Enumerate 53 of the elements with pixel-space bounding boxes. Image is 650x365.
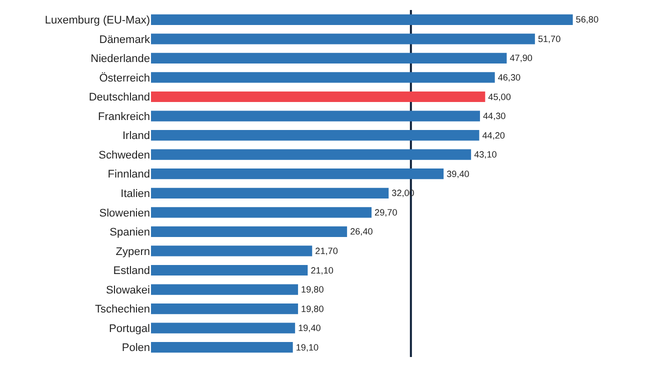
data-label: 44,30: [482, 111, 506, 122]
y-tick-label: Schweden: [98, 149, 150, 162]
bar: [151, 130, 480, 141]
data-label: 44,20: [482, 130, 505, 140]
data-label: 19,10: [296, 342, 319, 352]
data-label: 43,10: [474, 150, 497, 160]
y-tick-label: Deutschland: [88, 92, 150, 104]
y-tick-label: Tschechien: [94, 304, 150, 316]
y-tick-label: Portugal: [109, 322, 150, 335]
data-label: 19,40: [298, 323, 321, 334]
bar: [151, 149, 472, 160]
bar: [151, 246, 312, 256]
bar: [151, 34, 535, 44]
y-tick-label: Österreich: [99, 71, 150, 84]
data-label: 51,70: [538, 34, 561, 44]
data-label: 21,10: [310, 265, 334, 276]
y-tick-label: Slowenien: [99, 207, 150, 220]
y-tick-label: Spanien: [110, 226, 150, 239]
bar: [151, 207, 372, 218]
data-label: 21,70: [315, 246, 338, 256]
y-tick-label: Niederlande: [90, 53, 150, 66]
bar: [151, 14, 573, 25]
data-label: 26,40: [350, 226, 373, 237]
bar: [151, 72, 495, 83]
bar: [151, 188, 389, 198]
y-tick-label: Zypern: [116, 246, 150, 258]
data-label: 56,80: [576, 14, 599, 25]
bar: [151, 304, 298, 314]
bar: [151, 342, 293, 353]
data-label: 47,90: [510, 53, 532, 64]
bar: [151, 110, 480, 122]
bar: [151, 91, 486, 102]
data-label: 19,80: [301, 284, 324, 295]
data-label: 39,40: [446, 168, 470, 179]
y-tick-label: Dänemark: [99, 34, 150, 46]
y-tick-label: Italien: [120, 188, 150, 200]
bar: [151, 52, 507, 64]
bar: [151, 264, 308, 276]
y-tick-label: Finnland: [108, 168, 150, 181]
bar: [151, 322, 296, 334]
y-tick-label: Luxemburg (EU-Max): [44, 14, 150, 26]
y-tick-label: Frankreich: [98, 110, 150, 123]
bar: [151, 226, 348, 237]
data-label: 19,80: [301, 304, 324, 314]
y-tick-label: Irland: [122, 130, 150, 142]
y-tick-label: Slowakei: [106, 284, 150, 296]
y-tick-label: Polen: [122, 342, 150, 354]
data-label: 46,30: [498, 72, 521, 82]
y-tick-label: Estland: [113, 265, 150, 278]
data-label: 29,70: [374, 207, 398, 218]
bar: [151, 168, 444, 180]
bar: [151, 284, 298, 295]
data-label: 45,00: [488, 92, 511, 102]
